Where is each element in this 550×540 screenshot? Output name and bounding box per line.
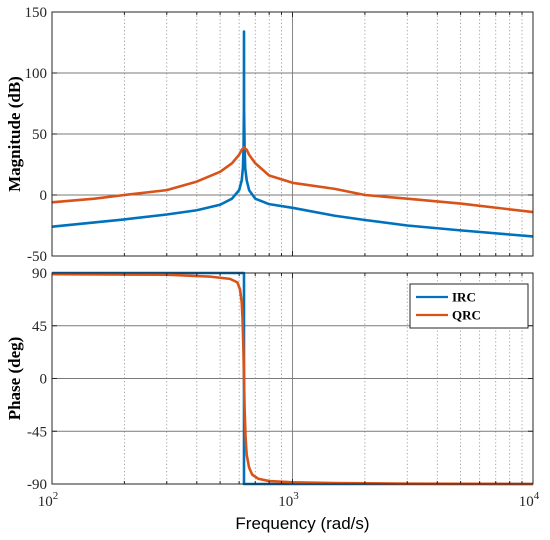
magnitude-panel: 150 100 50 0 -50 Magnitude (dB) (5, 5, 534, 265)
y-tick-label: -45 (27, 424, 47, 440)
legend: IRC QRC (409, 283, 529, 329)
series-line-irc (51, 30, 534, 238)
y-tick-label: -90 (27, 477, 47, 493)
x-tick-label: 102 (38, 490, 59, 510)
y-tick-label: 150 (25, 5, 48, 21)
y-tick-label: 100 (25, 66, 48, 82)
x-tick-label: 103 (278, 490, 299, 510)
legend-label-irc: IRC (452, 290, 476, 305)
y-tick-label: 0 (40, 188, 48, 204)
series-line-qrc (51, 146, 534, 214)
x-axis-title: Frequency (rad/s) (235, 514, 369, 533)
y-tick-label: 50 (32, 127, 47, 143)
legend-box (409, 283, 529, 329)
y-tick-label: -50 (27, 249, 47, 265)
legend-label-qrc: QRC (452, 308, 481, 323)
y-axis-title: Magnitude (dB) (5, 76, 24, 192)
series-line-qrc (51, 272, 534, 486)
y-tick-label: 45 (32, 319, 47, 335)
y-tick-label: 90 (32, 266, 47, 282)
x-tick-label: 104 (519, 490, 540, 510)
y-axis-title: Phase (deg) (5, 337, 24, 421)
y-tick-label: 0 (40, 372, 48, 388)
